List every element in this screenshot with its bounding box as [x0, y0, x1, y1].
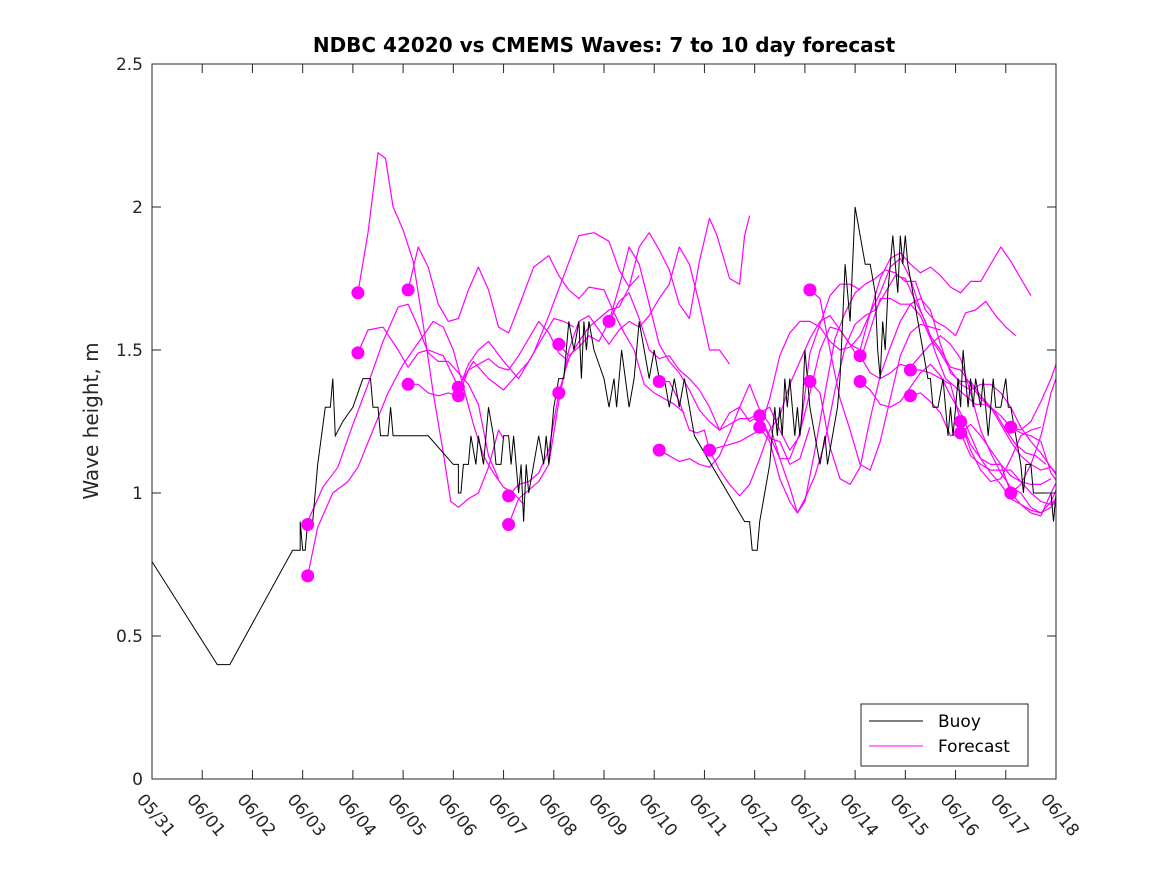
x-tick-label: 06/13: [785, 790, 832, 840]
forecast-start-marker: [401, 283, 415, 297]
legend: Buoy Forecast: [860, 703, 1029, 767]
forecast-line-6: [457, 232, 640, 391]
forecast-start-marker: [1004, 420, 1018, 434]
forecast-start-marker: [351, 286, 365, 300]
forecast-start-marker: [502, 489, 516, 503]
forecast-line-17: [809, 297, 1056, 485]
forecast-line-14: [759, 297, 1056, 474]
forecast-start-marker: [451, 389, 465, 403]
legend-label-buoy: Buoy: [938, 712, 981, 732]
forecast-start-marker: [954, 415, 968, 428]
forecast-start-marker: [903, 363, 917, 377]
y-axis-label: Wave height, m: [79, 342, 103, 499]
forecast-start-marker: [351, 346, 365, 360]
y-tick-label: 0.5: [116, 627, 143, 647]
forecast-start-marker: [301, 518, 315, 531]
forecast-line-19: [859, 363, 1056, 514]
forecast-start-marker: [652, 375, 666, 388]
x-tick-label: 06/15: [886, 790, 933, 840]
buoy-line: [152, 206, 1056, 666]
y-tick-label: 2: [132, 198, 143, 218]
x-tick-label: 06/14: [835, 790, 882, 840]
forecast-start-marker: [602, 314, 616, 328]
x-tick-label: 05/31: [132, 790, 179, 840]
forecast-line-15: [759, 275, 1047, 514]
forecast-line-23: [960, 432, 1056, 505]
forecast-start-marker: [853, 375, 867, 388]
series-layer: [152, 152, 1056, 666]
forecast-start-marker: [652, 443, 666, 457]
x-tick-label: 06/09: [584, 790, 631, 840]
forecast-start-marker: [301, 569, 315, 583]
y-tick-label: 2.5: [116, 55, 143, 75]
legend-box: [860, 703, 1029, 767]
x-tick-label: 06/05: [383, 790, 430, 840]
plot-area: [152, 64, 1056, 779]
x-tick-label: 06/16: [936, 790, 983, 840]
y-tick-label: 0: [132, 770, 143, 790]
y-tick-label: 1: [132, 484, 143, 504]
forecast-line-13: [709, 257, 1056, 476]
x-tick-label: 06/12: [735, 790, 782, 840]
forecast-start-marker: [803, 375, 817, 388]
x-tick-label: 06/08: [534, 790, 581, 840]
forecast-line-5: [408, 320, 570, 397]
forecast-line-21: [910, 392, 1052, 485]
forecast-line-1: [307, 320, 525, 577]
forecast-line-2: [357, 317, 575, 391]
x-tick-label: 06/17: [986, 790, 1033, 840]
forecast-start-marker: [803, 283, 817, 297]
x-tick-label: 06/02: [233, 790, 280, 840]
forecast-start-marker: [954, 426, 968, 440]
x-tick-label: 06/10: [634, 790, 681, 840]
forecast-line-11: [658, 269, 1017, 514]
y-tick-label: 1.5: [116, 341, 143, 361]
forecast-line-20: [910, 369, 1056, 517]
forecast-line-7: [508, 246, 731, 525]
forecast-line-4: [407, 246, 685, 414]
x-tick-label: 06/06: [434, 790, 481, 840]
forecast-start-marker: [552, 337, 566, 351]
forecast-line-18: [859, 335, 1056, 514]
x-tick-label: 06/11: [685, 790, 732, 840]
forecast-start-marker: [753, 409, 767, 423]
legend-label-forecast: Forecast: [938, 737, 1010, 757]
forecast-start-marker: [1004, 486, 1018, 500]
x-tick-label: 06/03: [283, 790, 330, 840]
x-tick-label: 06/04: [333, 790, 380, 840]
forecast-line-24: [1010, 362, 1056, 431]
forecast-start-marker: [753, 420, 767, 434]
forecast-start-marker: [401, 377, 415, 391]
x-tick-label: 06/18: [1036, 790, 1083, 840]
forecast-start-marker: [552, 386, 566, 400]
forecast-line-3: [357, 152, 505, 508]
forecast-line-22: [960, 421, 1042, 483]
x-tick-label: 06/07: [484, 790, 531, 840]
forecast-line-25: [1010, 376, 1056, 494]
forecast-line-0: [307, 303, 500, 522]
forecast-start-marker: [502, 518, 516, 531]
forecast-start-marker: [703, 443, 716, 457]
chart-title: NDBC 42020 vs CMEMS Waves: 7 to 10 day f…: [313, 33, 896, 57]
forecast-start-marker: [853, 349, 867, 363]
markers-layer: [301, 283, 1018, 583]
forecast-start-marker: [903, 389, 917, 403]
x-tick-label: 06/01: [182, 790, 229, 840]
